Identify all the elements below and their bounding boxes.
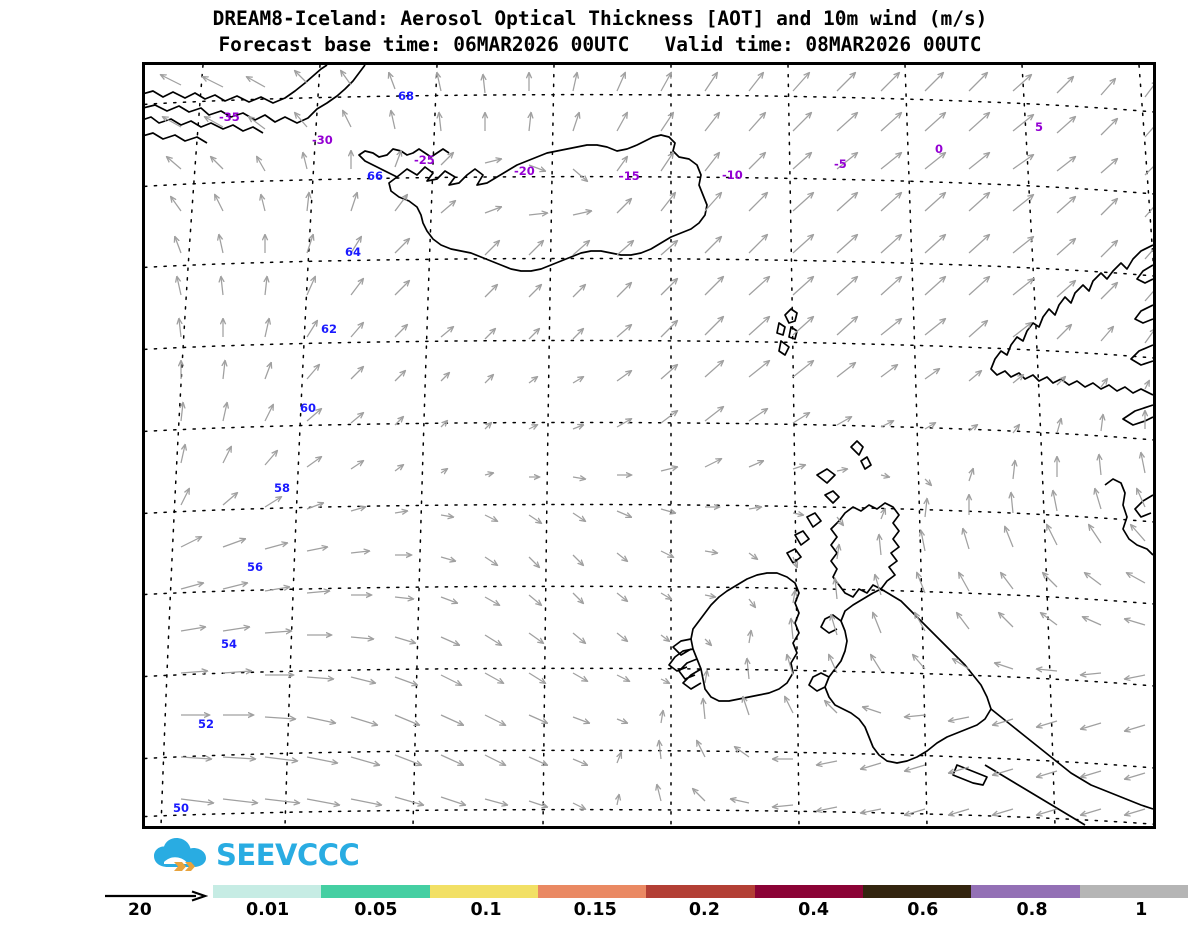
map-canvas bbox=[145, 65, 1153, 826]
colorbar-tick-0: 0.01 bbox=[246, 900, 290, 920]
map-graticule bbox=[145, 65, 1153, 826]
colorbar-tick-2: 0.1 bbox=[470, 900, 502, 920]
wind-vector-field bbox=[161, 71, 1153, 815]
wind-scale-arrow bbox=[105, 890, 208, 902]
colorbar-segment-6 bbox=[862, 885, 972, 898]
coast-greenland-fill-edge bbox=[145, 65, 328, 104]
coast-denmark-jutland bbox=[1104, 478, 1153, 556]
coast-norway bbox=[990, 244, 1153, 396]
coast-greenland bbox=[145, 65, 366, 144]
page-title: DREAM8-Iceland: Aerosol Optical Thicknes… bbox=[0, 6, 1200, 57]
coast-ireland-west bbox=[668, 638, 702, 690]
coast-shetland bbox=[850, 440, 872, 470]
wind-scale-key: 20 bbox=[104, 886, 214, 926]
coast-faroe-islands bbox=[776, 308, 798, 356]
coast-iceland bbox=[388, 134, 708, 272]
colorbar-tick-4: 0.2 bbox=[688, 900, 720, 920]
coast-brittany bbox=[952, 764, 988, 786]
wind-scale-value: 20 bbox=[128, 900, 152, 920]
colorbar-segment-7 bbox=[971, 885, 1080, 898]
coast-iceland-westfjords bbox=[358, 148, 450, 178]
colorbar-tick-labels: 0.01 0.05 0.1 0.15 0.2 0.4 0.6 0.8 1 bbox=[213, 900, 1188, 924]
map-coastlines bbox=[145, 65, 1153, 826]
colorbar-segment-0 bbox=[213, 885, 322, 898]
coast-norway-fjords bbox=[1122, 264, 1153, 426]
colorbar-tick-3: 0.15 bbox=[573, 900, 617, 920]
cloud-icon-svg bbox=[154, 838, 206, 871]
colorbar-segment-5 bbox=[754, 885, 863, 898]
coast-wales-bay bbox=[808, 614, 842, 692]
title-line-times: Forecast base time: 06MAR2026 00UTC Vali… bbox=[218, 32, 982, 56]
colorbar-segment-4 bbox=[646, 885, 755, 898]
colorbar-tick-6: 0.6 bbox=[907, 900, 939, 920]
colorbar-tick-8: 1 bbox=[1135, 900, 1148, 920]
colorbar-segment-3 bbox=[537, 885, 647, 898]
logo-text: SEEVCCC bbox=[216, 837, 360, 872]
colorbar-segment-2 bbox=[429, 885, 538, 898]
coast-england-wales bbox=[824, 588, 992, 764]
coast-scotland-islands bbox=[786, 468, 840, 564]
coast-france-nw-europe bbox=[984, 708, 1153, 826]
seevccc-logo: SEEVCCC bbox=[152, 834, 360, 876]
colorbar-tick-1: 0.05 bbox=[354, 900, 398, 920]
aot-colorbar[interactable] bbox=[213, 885, 1188, 898]
colorbar-tick-7: 0.8 bbox=[1016, 900, 1048, 920]
coast-scotland bbox=[830, 502, 900, 598]
cloud-icon bbox=[152, 837, 210, 873]
colorbar-segment-8 bbox=[1079, 885, 1188, 898]
colorbar-tick-5: 0.4 bbox=[798, 900, 830, 920]
colorbar-segment-1 bbox=[321, 885, 430, 898]
title-line-variable: DREAM8-Iceland: Aerosol Optical Thicknes… bbox=[212, 7, 988, 30]
forecast-map-panel[interactable]: 68 66 64 62 60 58 56 54 52 50 -35 -30 -2… bbox=[142, 62, 1156, 829]
coast-ireland bbox=[690, 572, 800, 702]
